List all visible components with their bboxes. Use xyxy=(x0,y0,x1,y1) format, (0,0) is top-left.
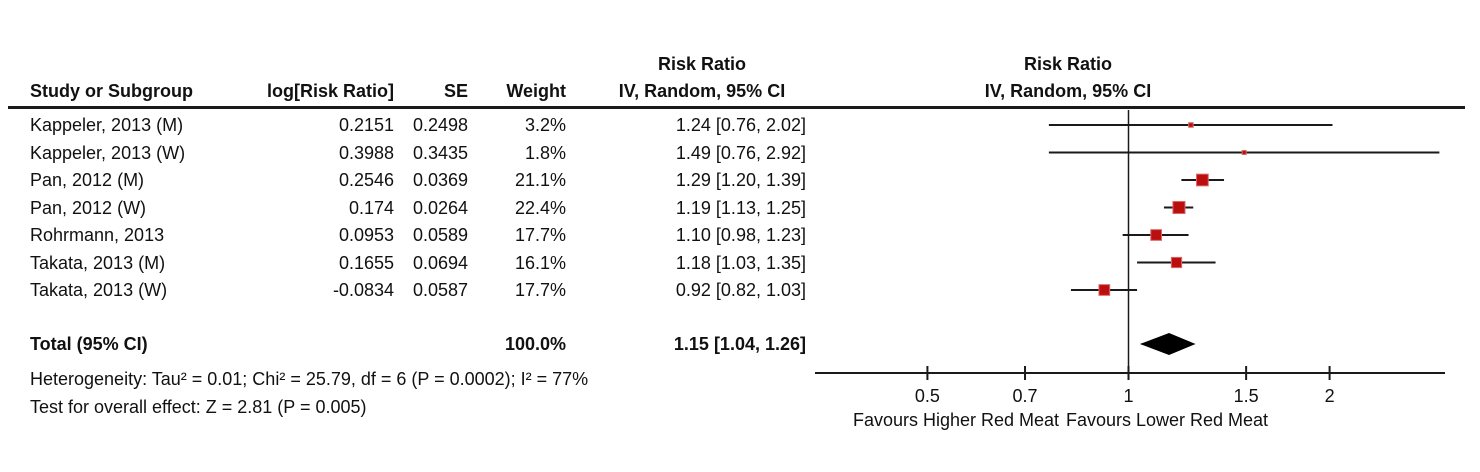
effect-marker xyxy=(1098,284,1111,296)
log-rr-value: 0.1655 xyxy=(338,252,394,273)
log-rr-value: 0.0953 xyxy=(338,225,394,245)
rr-ci-value: 1.49 [0.76, 2.92] xyxy=(675,142,806,163)
plot-header-risk-ratio-line1: Risk Ratio xyxy=(1023,54,1113,74)
col-header-risk-ratio-line1: Risk Ratio xyxy=(657,54,747,74)
log-rr-value: 0.3988 xyxy=(338,142,394,163)
weight-value: 17.7% xyxy=(514,280,566,300)
study-name: Takata, 2013 (W) xyxy=(30,280,168,300)
rr-ci-value: 1.18 [1.03, 1.35] xyxy=(675,252,806,273)
se-value: 0.0587 xyxy=(412,280,468,300)
effect-marker xyxy=(1188,122,1194,128)
summary-diamond xyxy=(1139,333,1196,355)
weight-value: 21.1% xyxy=(514,170,566,190)
total-weight: 100.0% xyxy=(504,334,566,354)
col-header-weight: Weight xyxy=(506,81,566,101)
total-label: Total (95% CI) xyxy=(30,334,148,354)
weight-value: 16.1% xyxy=(514,252,566,273)
favours-right-label: Favours Lower Red Meat xyxy=(1066,410,1268,430)
weight-value: 22.4% xyxy=(514,197,566,218)
effect-marker xyxy=(1241,150,1247,155)
plot-header-risk-ratio-line2: IV, Random, 95% CI xyxy=(984,81,1152,101)
log-rr-value: 0.174 xyxy=(348,197,394,218)
se-value: 0.0264 xyxy=(412,197,468,218)
study-name: Takata, 2013 (M) xyxy=(30,252,166,273)
rr-ci-value: 1.19 [1.13, 1.25] xyxy=(675,197,806,218)
axis-tick-label: 0.7 xyxy=(1013,386,1038,406)
weight-value: 3.2% xyxy=(524,115,566,135)
favours-left-label: Favours Higher Red Meat xyxy=(853,410,1059,430)
rr-ci-value: 0.92 [0.82, 1.03] xyxy=(675,280,806,300)
header-rule xyxy=(8,106,1465,109)
study-name: Pan, 2012 (M) xyxy=(30,170,145,190)
se-value: 0.3435 xyxy=(412,142,468,163)
effect-marker xyxy=(1150,229,1163,241)
se-value: 0.0369 xyxy=(412,170,468,190)
axis-tick-label: 1.5 xyxy=(1234,386,1259,406)
axis-tick-label: 1 xyxy=(1123,386,1133,406)
col-header-se: SE xyxy=(443,81,468,101)
log-rr-value: -0.0834 xyxy=(332,280,394,300)
effect-marker xyxy=(1170,256,1183,269)
log-rr-value: 0.2546 xyxy=(338,170,394,190)
study-name: Pan, 2012 (W) xyxy=(30,197,147,218)
effect-marker xyxy=(1172,200,1186,215)
weight-value: 1.8% xyxy=(524,142,566,163)
effect-marker xyxy=(1196,173,1209,187)
log-rr-value: 0.2151 xyxy=(338,115,394,135)
se-value: 0.0589 xyxy=(412,225,468,245)
rr-ci-value: 1.29 [1.20, 1.39] xyxy=(675,170,806,190)
axis-tick-label: 2 xyxy=(1325,386,1335,406)
col-header-log-risk-ratio: log[Risk Ratio] xyxy=(266,81,394,101)
rr-ci-value: 1.24 [0.76, 2.02] xyxy=(675,115,806,135)
study-name: Rohrmann, 2013 xyxy=(30,225,165,245)
se-value: 0.2498 xyxy=(412,115,468,135)
total-rr-ci: 1.15 [1.04, 1.26] xyxy=(673,334,806,354)
study-name: Kappeler, 2013 (W) xyxy=(30,142,186,163)
overall-effect-text: Test for overall effect: Z = 2.81 (P = 0… xyxy=(30,397,367,417)
study-name: Kappeler, 2013 (M) xyxy=(30,115,184,135)
col-header-study: Study or Subgroup xyxy=(30,81,193,101)
rr-ci-value: 1.10 [0.98, 1.23] xyxy=(675,225,806,245)
col-header-risk-ratio-line2: IV, Random, 95% CI xyxy=(618,81,786,101)
weight-value: 17.7% xyxy=(514,225,566,245)
axis-tick-label: 0.5 xyxy=(915,386,940,406)
heterogeneity-text: Heterogeneity: Tau² = 0.01; Chi² = 25.79… xyxy=(30,369,589,389)
se-value: 0.0694 xyxy=(412,252,468,273)
